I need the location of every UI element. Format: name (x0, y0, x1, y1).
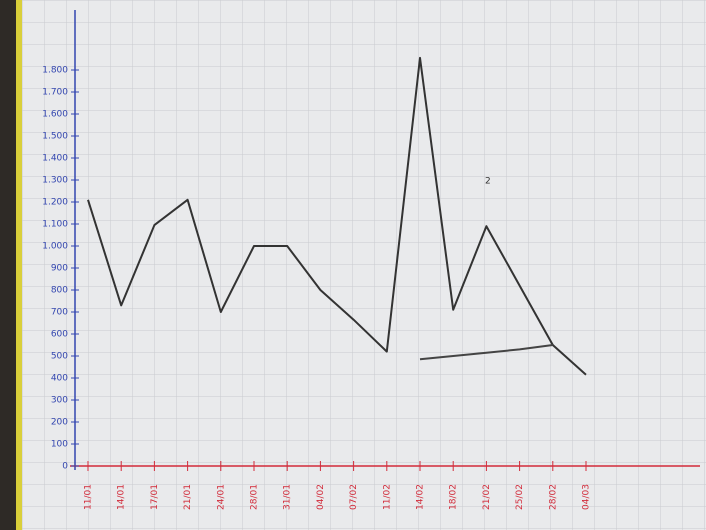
paper-edge (16, 0, 22, 530)
x-tick-label: 04/02 (316, 484, 326, 510)
x-tick-label: 14/02 (416, 484, 426, 510)
y-tick-label: 100 (51, 440, 68, 450)
line (87, 56, 587, 376)
y-tick-label: 300 (51, 396, 68, 406)
y-tick-label: 0 (62, 462, 68, 472)
x-tick-label: 18/02 (449, 484, 459, 510)
x-tick-label: 17/01 (150, 484, 160, 510)
x-tick-label: 14/01 (117, 484, 127, 510)
y-tick-label: 800 (51, 286, 68, 296)
y-tick-label: 600 (51, 330, 68, 340)
x-tick-label: 11/01 (84, 484, 94, 510)
x-tick-label: 21/01 (183, 484, 193, 510)
y-tick-label: 1.100 (42, 220, 68, 230)
y-tick-label: 500 (51, 352, 68, 362)
y-tick-label: 400 (51, 374, 68, 384)
y-tick-label: 1.700 (42, 88, 68, 98)
x-tick-label: 25/02 (515, 484, 525, 510)
y-tick-label: 1.300 (42, 176, 68, 186)
y-tick-label: 1.600 (42, 110, 68, 120)
y-tick-label: 1.500 (42, 132, 68, 142)
paper-grid (16, 0, 706, 530)
x-tick-label: 28/01 (250, 484, 260, 510)
x-tick-label: 04/03 (582, 484, 592, 510)
y-tick-label: 1.800 (42, 66, 68, 76)
annotation: 2 (485, 177, 491, 187)
x-tick-label: 31/01 (283, 484, 293, 510)
y-tick-label: 1.000 (42, 242, 68, 252)
x-tick-label: 21/02 (482, 484, 492, 510)
y-tick-label: 200 (51, 418, 68, 428)
y-tick-label: 900 (51, 264, 68, 274)
x-tick-label: 07/02 (349, 484, 359, 510)
line (419, 344, 553, 361)
y-tick-label: 700 (51, 308, 68, 318)
x-tick-label: 11/02 (382, 484, 392, 510)
y-tick-label: 1.200 (42, 198, 68, 208)
x-tick-label: 28/02 (548, 484, 558, 510)
x-tick-label: 24/01 (216, 484, 226, 510)
y-tick-label: 1.400 (42, 154, 68, 164)
